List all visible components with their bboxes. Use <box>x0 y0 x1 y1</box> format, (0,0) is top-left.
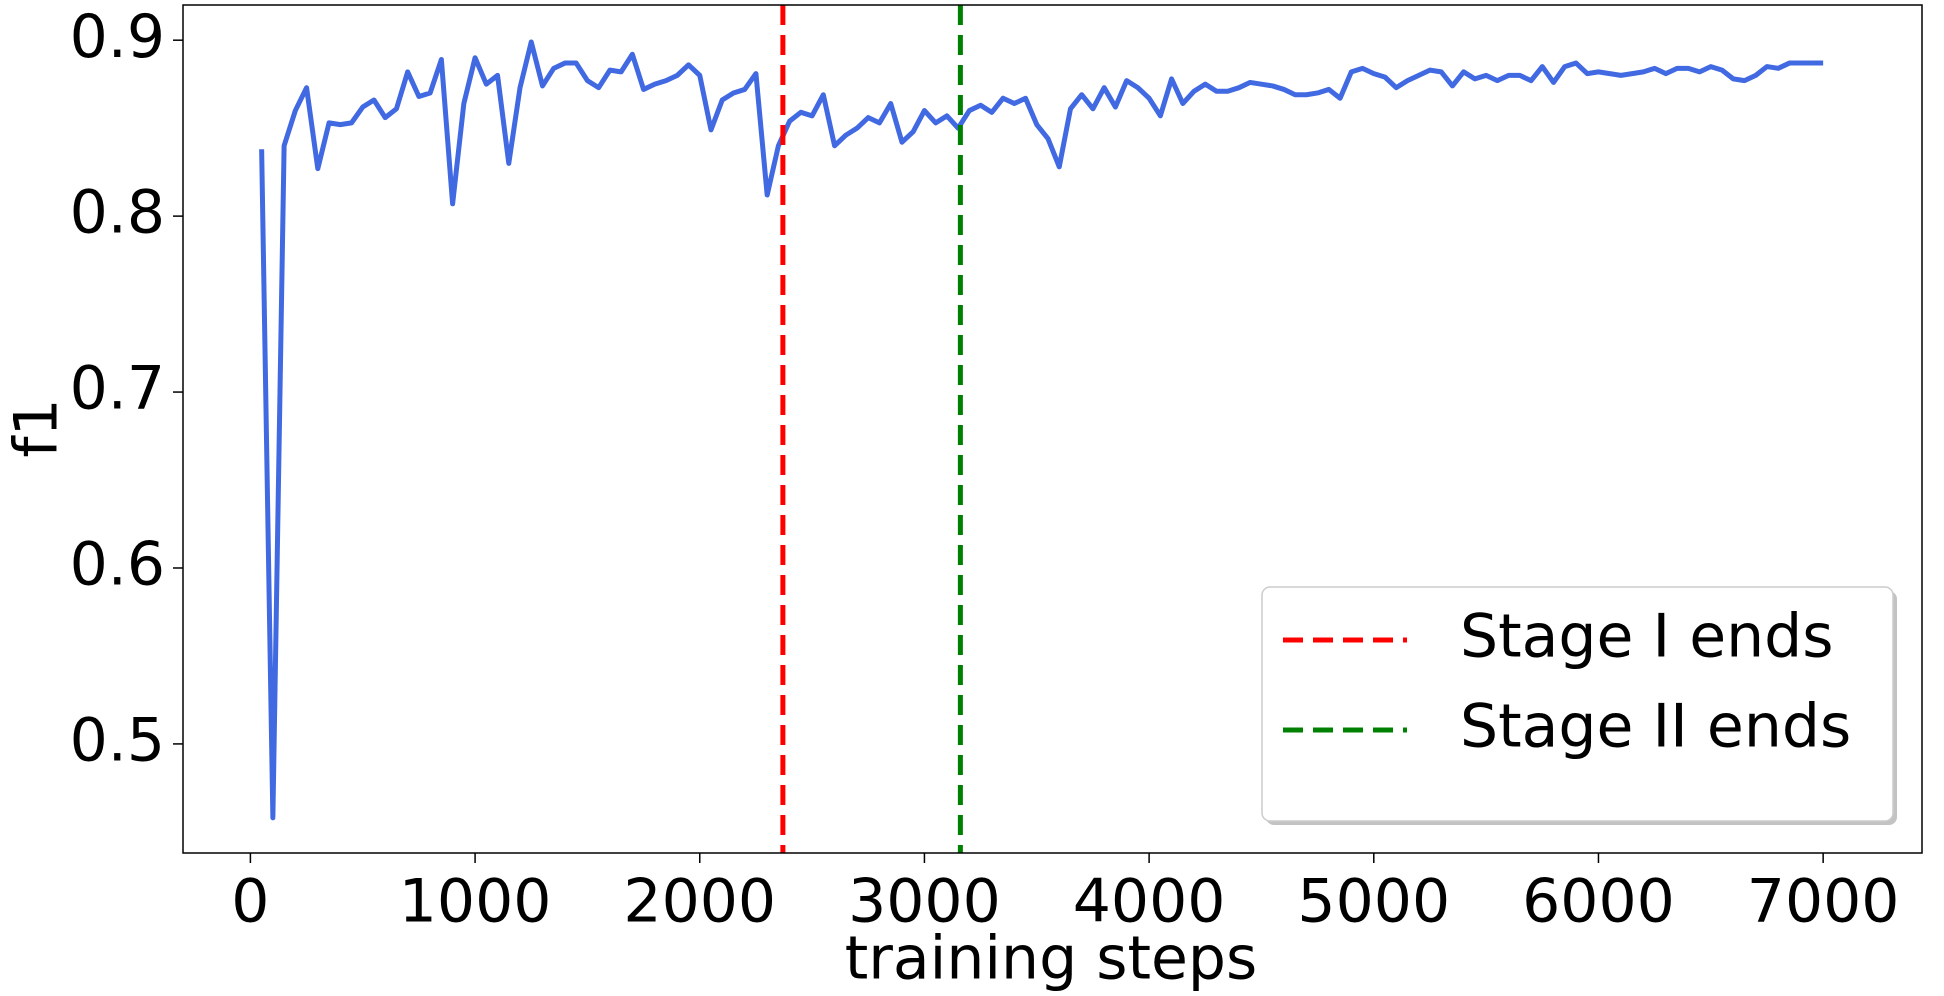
x-tick-label: 0 <box>231 867 269 937</box>
y-tick-label: 0.8 <box>70 178 165 248</box>
x-tick-label: 4000 <box>1073 867 1226 937</box>
x-tick-label: 3000 <box>848 867 1001 937</box>
x-axis-label: training steps <box>845 924 1258 994</box>
x-tick-label: 7000 <box>1747 867 1900 937</box>
x-tick-label: 1000 <box>399 867 552 937</box>
x-tick-label: 2000 <box>623 867 776 937</box>
y-tick-label: 0.7 <box>70 354 165 424</box>
plot-frame <box>182 4 1923 854</box>
series-line <box>259 39 1824 821</box>
y-tick-label: 0.6 <box>70 530 165 600</box>
x-tick-label: 5000 <box>1297 867 1450 937</box>
y-axis-label: f1 <box>2 398 72 457</box>
x-tick-label: 6000 <box>1522 867 1675 937</box>
legend-box <box>1261 586 1894 822</box>
legend-label: Stage I ends <box>1460 602 1834 672</box>
y-tick-label: 0.5 <box>70 706 165 776</box>
legend-label: Stage II ends <box>1460 692 1851 762</box>
y-tick-label: 0.9 <box>70 2 165 72</box>
